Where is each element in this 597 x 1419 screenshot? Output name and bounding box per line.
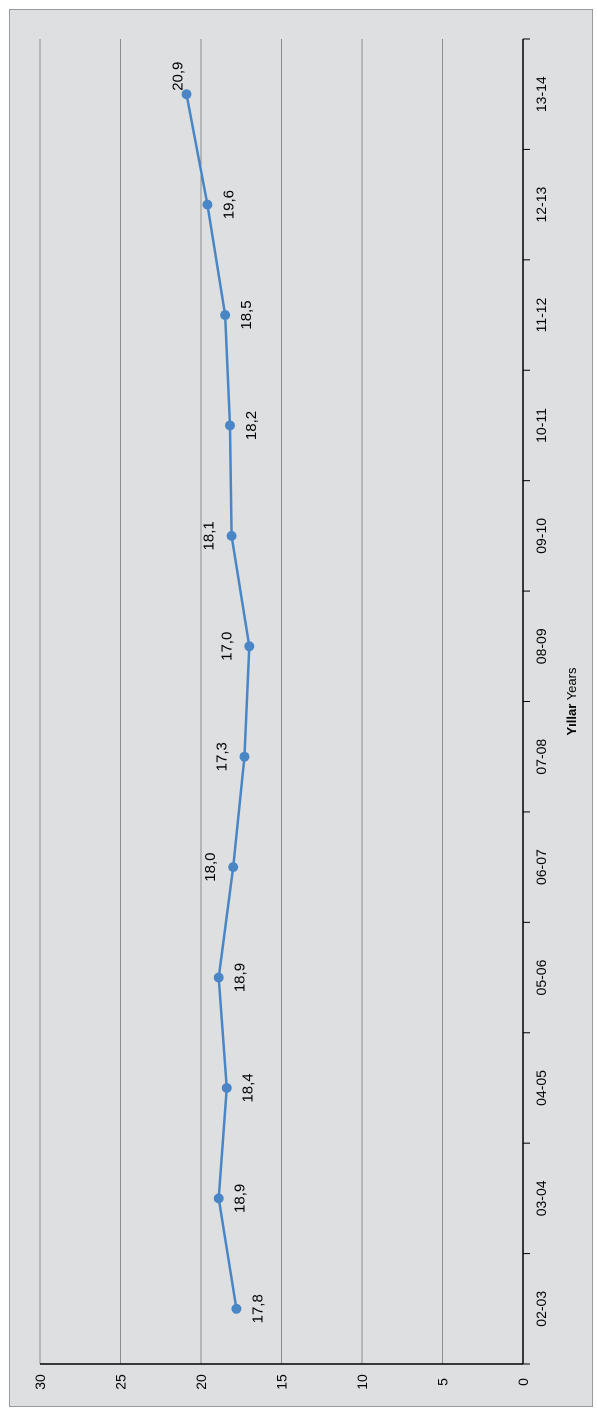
data-point-08-09 — [244, 641, 255, 652]
series-line — [185, 93, 251, 1309]
data-labels: 17,8 18,9 18,4 18,9 18,0 17,3 17,0 18,1 18,2 18,5… — [169, 62, 266, 1324]
gridlines — [39, 39, 443, 1364]
value-tick-label-0: 0 — [515, 1378, 531, 1386]
x-axis-title: Yıllar Years — [564, 667, 579, 735]
category-tick-label-11-12: 11-12 — [533, 297, 549, 332]
category-tick-label-09-10: 09-10 — [533, 518, 549, 554]
category-tick-label-08-09: 08-09 — [533, 628, 549, 664]
data-label-02-03: 17,8 — [249, 1294, 266, 1323]
value-tick-label-15: 15 — [274, 1374, 290, 1390]
value-tick-label-25: 25 — [113, 1374, 129, 1390]
data-point-11-12 — [220, 310, 231, 321]
category-tick-label-04-05: 04-05 — [533, 1070, 549, 1106]
category-tick-label-05-06: 05-06 — [533, 959, 549, 995]
category-tick-label-12-13: 12-13 — [533, 187, 549, 223]
data-point-13-14 — [181, 89, 192, 100]
category-tick-label-10-11: 10-11 — [533, 408, 549, 443]
data-label-13-14: 20,9 — [169, 62, 186, 91]
data-point-04-05 — [221, 1082, 232, 1093]
category-tick-label-02-03: 02-03 — [533, 1291, 549, 1327]
data-label-04-05: 18,4 — [240, 1073, 257, 1102]
category-tick-label-03-04: 03-04 — [533, 1180, 549, 1216]
x-axis-title-bold: Yıllar — [564, 704, 579, 736]
data-point-02-03 — [231, 1303, 242, 1314]
data-label-08-09: 17,0 — [218, 632, 235, 661]
data-label-12-13: 19,6 — [220, 190, 237, 219]
value-tick-label-20: 20 — [193, 1374, 209, 1390]
category-axis-ticks: 02-03 03-04 04-05 05-06 06-07 07-08 08-09 09-10… — [533, 76, 549, 1327]
data-point-09-10 — [226, 530, 237, 541]
data-label-10-11: 18,2 — [243, 411, 260, 440]
data-point-06-07 — [228, 862, 239, 873]
category-tick-label-06-07: 06-07 — [533, 849, 549, 885]
value-tick-label-10: 10 — [354, 1374, 370, 1390]
x-axis-title-rest: Years — [564, 667, 579, 704]
data-point-12-13 — [202, 199, 213, 210]
data-label-03-04: 18,9 — [232, 1184, 249, 1213]
axes — [40, 38, 530, 1365]
series-polyline — [185, 93, 251, 1309]
data-point-03-04 — [213, 1193, 224, 1204]
data-label-06-07: 18,0 — [202, 853, 219, 882]
data-label-11-12: 18,5 — [238, 300, 255, 329]
data-label-05-06: 18,9 — [232, 963, 249, 992]
value-tick-label-30: 30 — [32, 1374, 48, 1390]
data-point-10-11 — [224, 420, 235, 431]
category-tick-label-13-14: 13-14 — [533, 76, 549, 112]
data-points — [181, 89, 255, 1314]
value-tick-label-5: 5 — [435, 1378, 451, 1386]
chart-frame — [9, 9, 593, 1407]
data-point-07-08 — [239, 751, 250, 762]
value-axis-ticks: 0 5 10 15 20 25 30 — [32, 1374, 531, 1390]
category-tick-label-07-08: 07-08 — [533, 739, 549, 775]
data-point-05-06 — [213, 972, 224, 983]
data-label-07-08: 17,3 — [213, 742, 230, 771]
data-label-09-10: 18,1 — [201, 521, 218, 550]
